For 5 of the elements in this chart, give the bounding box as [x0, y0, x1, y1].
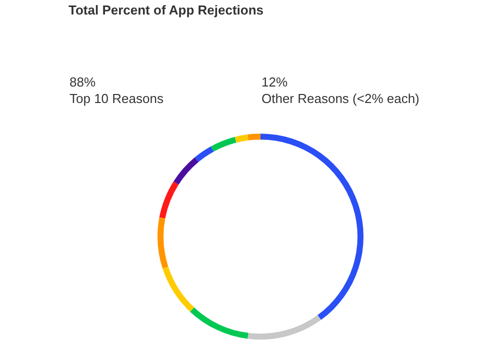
text: 12% — [262, 74, 288, 90]
text: 88% — [70, 74, 96, 90]
text: Other Reasons (<2% each) — [262, 90, 420, 106]
chart-title: Total Percent of App Rejections — [68, 2, 264, 18]
text: Top 10 Reasons — [70, 90, 164, 106]
